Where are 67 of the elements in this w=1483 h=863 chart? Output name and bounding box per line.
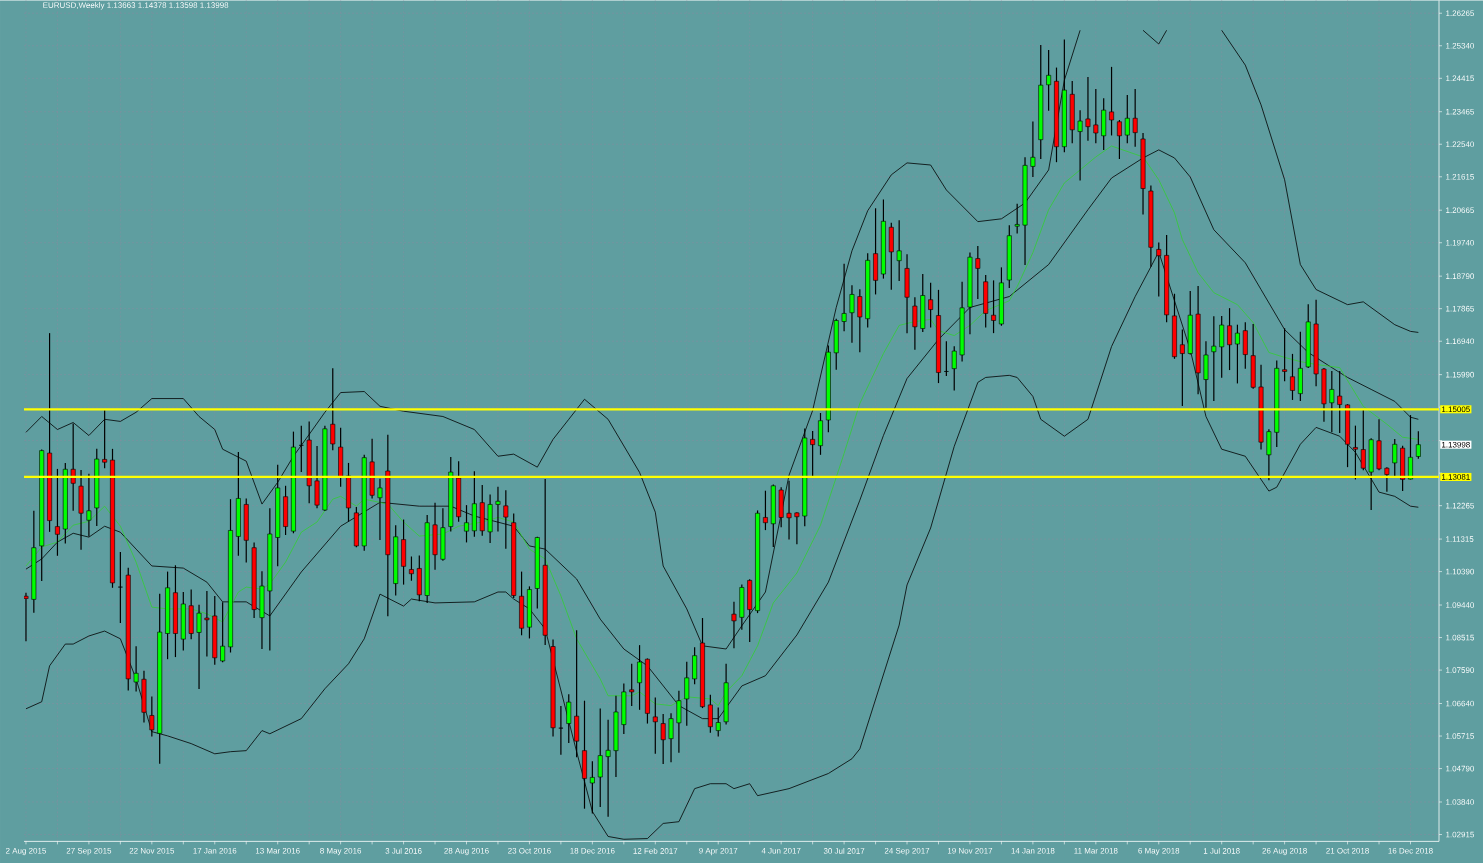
candlestick <box>220 601 226 663</box>
candlestick <box>849 284 855 344</box>
candlestick <box>896 219 902 282</box>
candlestick <box>629 662 635 707</box>
candlestick <box>928 282 934 328</box>
candlestick <box>589 760 595 815</box>
candlestick <box>951 345 957 391</box>
candlestick <box>1384 466 1390 493</box>
candlestick <box>464 504 469 543</box>
candlestick <box>204 590 210 657</box>
candlestick <box>794 511 800 545</box>
candlestick <box>1030 120 1036 178</box>
candlestick <box>763 489 768 531</box>
candlestick <box>597 707 603 808</box>
candlestick <box>857 288 863 353</box>
candlestick <box>495 486 501 532</box>
candlestick <box>566 693 572 744</box>
candlestick <box>692 646 698 685</box>
candlestick <box>975 245 981 300</box>
candlestick <box>1360 409 1366 471</box>
candlestick <box>1415 430 1421 460</box>
candlestick <box>912 296 918 351</box>
candlestick <box>652 696 658 755</box>
candlestick <box>409 555 414 582</box>
candlestick <box>1227 307 1232 371</box>
candlestick <box>668 712 674 763</box>
candlestick <box>786 480 792 541</box>
candlestick <box>503 489 509 550</box>
candlestick <box>1219 315 1225 379</box>
candlestick <box>1132 88 1138 148</box>
candlestick <box>637 644 642 711</box>
candlestick <box>117 551 123 624</box>
candlestick <box>810 430 816 477</box>
candlestick <box>102 409 108 469</box>
candlestick <box>1116 119 1122 160</box>
candlestick <box>1266 428 1272 481</box>
candlestick <box>660 713 666 765</box>
candlestick <box>605 718 611 818</box>
candlestick <box>86 473 92 537</box>
candlestick <box>1329 370 1335 433</box>
candlestick <box>1179 328 1185 407</box>
candlestick <box>1337 370 1343 434</box>
candlestick <box>1085 76 1091 142</box>
candlestick <box>55 468 60 557</box>
candlestick <box>1077 109 1083 181</box>
candlestick <box>1242 321 1248 370</box>
candlestick <box>991 279 996 334</box>
candlestick <box>70 422 76 512</box>
candlestick <box>377 477 383 541</box>
candlestick <box>1408 414 1413 480</box>
candlestick <box>1046 49 1052 112</box>
candlestick <box>133 645 139 692</box>
candlestick <box>149 695 155 737</box>
candlestick <box>330 367 336 451</box>
candlestick <box>1093 88 1099 144</box>
candlestick <box>1211 315 1217 402</box>
candlestick <box>1282 327 1288 382</box>
candlestick <box>1014 202 1020 234</box>
candlestick <box>1234 323 1240 384</box>
candlestick <box>1392 438 1398 478</box>
candlestick <box>841 263 847 332</box>
candlestick <box>196 603 202 690</box>
candlestick <box>1124 94 1130 144</box>
candlestick <box>1352 424 1358 480</box>
candlestick <box>1290 353 1295 401</box>
candlestick <box>558 705 564 756</box>
candlestick <box>1109 66 1114 136</box>
